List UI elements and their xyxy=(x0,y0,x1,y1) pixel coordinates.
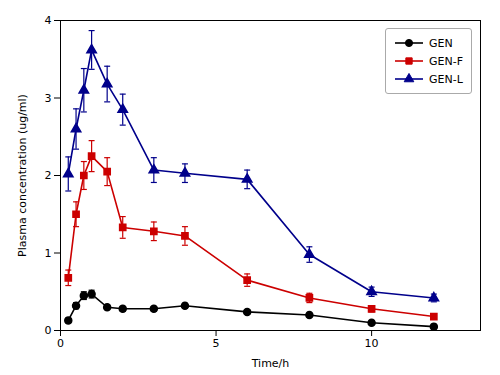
html-text:GEN-F: GEN-F xyxy=(429,54,463,68)
svg-text:Time/h: Time/h xyxy=(251,357,290,370)
svg-text:Plasma concentration (ug/ml): Plasma concentration (ug/ml) xyxy=(16,94,29,257)
svg-text:0: 0 xyxy=(45,324,52,337)
svg-text:1: 1 xyxy=(45,247,52,260)
svg-text:2: 2 xyxy=(45,169,52,182)
svg-text:10: 10 xyxy=(365,337,379,350)
svg-text:5: 5 xyxy=(213,337,220,350)
html-text:GEN: GEN xyxy=(429,36,453,50)
html-text:GEN-L: GEN-L xyxy=(429,72,463,86)
svg-text:4: 4 xyxy=(45,14,52,27)
svg-text:0: 0 xyxy=(57,337,64,350)
svg-text:3: 3 xyxy=(45,92,52,105)
